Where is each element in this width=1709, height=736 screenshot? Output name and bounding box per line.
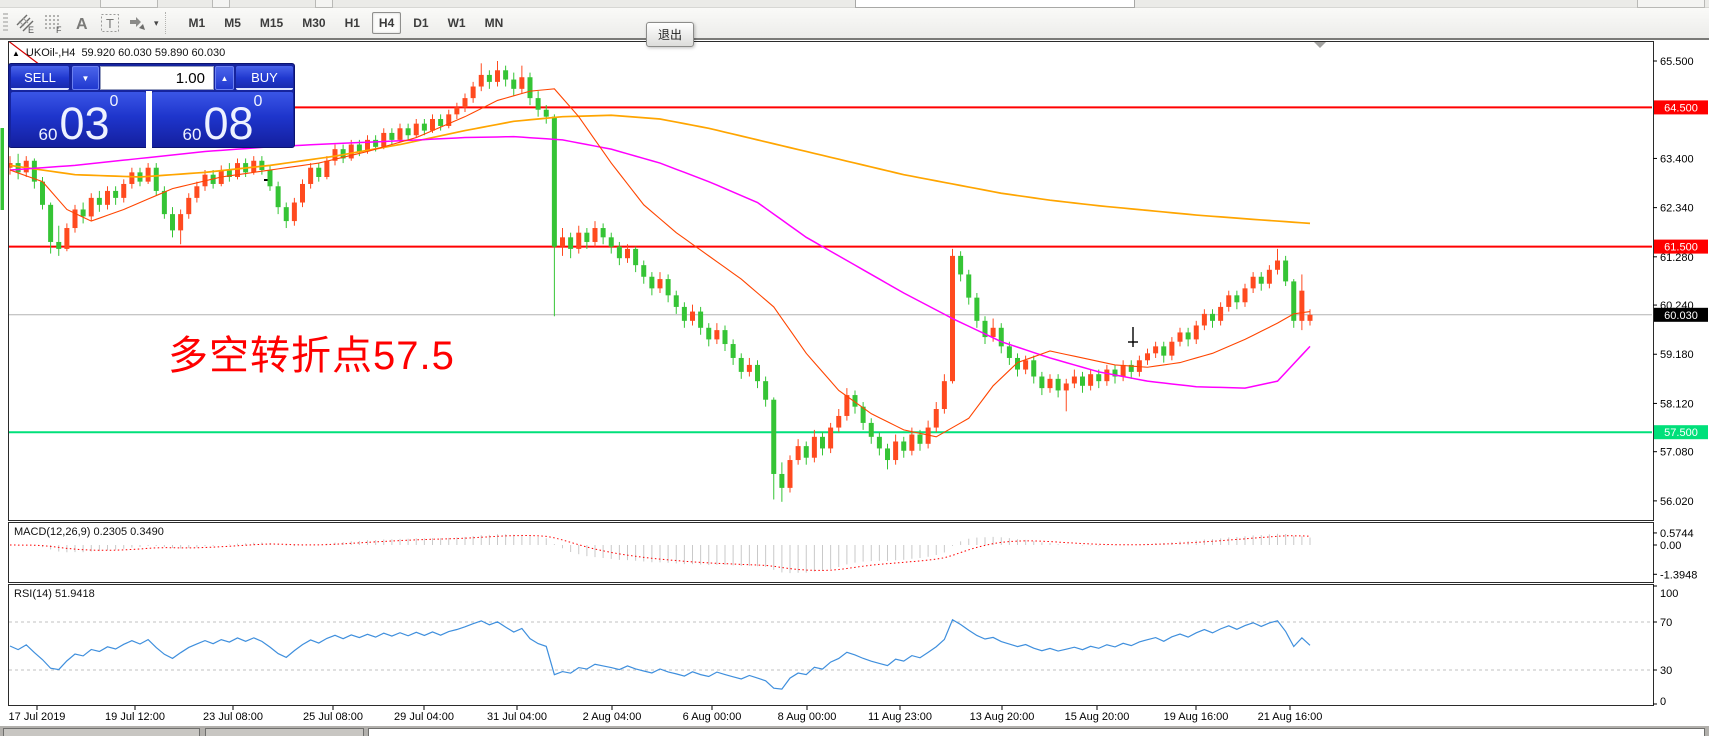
rsi-scale: 100 70 30 0 [1653, 585, 1678, 708]
svg-text:62.340: 62.340 [1660, 203, 1694, 215]
timeframe-button-mn[interactable]: MN [484, 16, 504, 30]
svg-text:0.00: 0.00 [1660, 540, 1681, 552]
svg-text:63.400: 63.400 [1660, 153, 1694, 165]
volume-input[interactable] [100, 66, 214, 90]
svg-text:61.280: 61.280 [1660, 252, 1694, 264]
upper-toolbar-button-fragment [100, 0, 158, 8]
svg-text:60.240: 60.240 [1660, 300, 1694, 312]
svg-text:65.500: 65.500 [1660, 56, 1694, 68]
svg-text:25 Jul 08:00: 25 Jul 08:00 [303, 711, 363, 723]
label-tool-icon[interactable]: T [96, 10, 124, 36]
buy-price-prefix: 60 [182, 125, 202, 144]
timeframe-button-w1[interactable]: W1 [447, 16, 466, 30]
svg-text:19 Jul 12:00: 19 Jul 12:00 [105, 711, 165, 723]
svg-text:64.500: 64.500 [1664, 102, 1698, 114]
svg-text:29 Jul 04:00: 29 Jul 04:00 [394, 711, 454, 723]
dock-field-fragment [368, 728, 1705, 736]
toolbar-grip[interactable] [3, 13, 8, 33]
buy-price-display[interactable]: 60 08 0 [152, 92, 293, 147]
svg-text:15 Aug 20:00: 15 Aug 20:00 [1065, 711, 1130, 723]
svg-text:61.500: 61.500 [1664, 242, 1698, 254]
sell-price-pip: 0 [109, 93, 119, 110]
bottom-dock-strip [0, 726, 1709, 736]
toolbar-separator [164, 12, 166, 34]
exit-button[interactable]: 退出 [646, 22, 694, 47]
svg-text:58.120: 58.120 [1660, 398, 1694, 410]
svg-text:0.5744: 0.5744 [1660, 528, 1694, 540]
sell-button[interactable]: SELL [11, 66, 69, 90]
sell-price-display[interactable]: 60 03 0 [11, 92, 146, 147]
svg-text:-1.3948: -1.3948 [1660, 569, 1697, 581]
upper-toolbar-field-fragment [855, 0, 1135, 8]
svg-text:30: 30 [1660, 665, 1672, 677]
sell-price-main: 03 [59, 98, 110, 150]
dock-panel-fragment [205, 728, 364, 736]
timeframe-button-h1[interactable]: H1 [344, 16, 360, 30]
upper-toolbar-button-fragment [1637, 0, 1705, 8]
buy-price-main: 08 [203, 98, 254, 150]
timeframe-group: M1 M5 M15 M30 H1 H4 D1 W1 MN [182, 12, 511, 34]
svg-text:13 Aug 20:00: 13 Aug 20:00 [970, 711, 1035, 723]
chart-title-row: ▲ UKOil-,H4 59.920 60.030 59.890 60.030 [12, 47, 225, 59]
svg-text:F: F [56, 25, 62, 34]
svg-text:19 Aug 16:00: 19 Aug 16:00 [1164, 711, 1229, 723]
volume-decrease-button[interactable]: ▼ [72, 66, 99, 90]
svg-text:E: E [28, 25, 34, 34]
drawing-toolbar: E F A T ▾ M1 M5 M15 M30 H1 H4 D1 W1 MN [0, 8, 1709, 40]
time-axis: 17 Jul 2019 19 Jul 12:00 23 Jul 08:00 25 Ju… [9, 706, 1323, 723]
timeframe-button-m1[interactable]: M1 [188, 16, 206, 30]
macd-panel[interactable] [8, 522, 1654, 583]
rsi-panel[interactable] [8, 584, 1654, 706]
chart-symbol-title: UKOil-,H4 [25, 47, 76, 59]
collapse-triangle-icon[interactable]: ▲ [12, 48, 20, 58]
rsi-label: RSI(14) 51.9418 [14, 588, 95, 600]
macd-label: MACD(12,26,9) 0.2305 0.3490 [14, 526, 164, 538]
equidistant-channel-tool-icon[interactable]: E [12, 10, 40, 36]
svg-text:21 Aug 16:00: 21 Aug 16:00 [1258, 711, 1323, 723]
price-axis: 65.500 63.400 62.340 61.280 60.240 59.180 58.1… [1653, 56, 1708, 508]
upper-toolbar-button-fragment [315, 0, 333, 8]
svg-text:0: 0 [1660, 696, 1666, 708]
svg-text:6 Aug 00:00: 6 Aug 00:00 [683, 711, 742, 723]
svg-text:A: A [76, 16, 88, 33]
dock-panel-fragment [3, 728, 200, 736]
svg-text:31 Jul 04:00: 31 Jul 04:00 [487, 711, 547, 723]
timeframe-button-h4[interactable]: H4 [371, 12, 402, 34]
svg-text:70: 70 [1660, 617, 1672, 629]
drawing-tool-group: E F A T ▾ [12, 10, 159, 36]
volume-increase-button[interactable]: ▲ [215, 66, 234, 90]
one-click-trade-widget: SELL ▼ ▲ BUY 60 03 0 60 08 0 [8, 63, 295, 148]
svg-text:23 Jul 08:00: 23 Jul 08:00 [203, 711, 263, 723]
svg-text:17 Jul 2019: 17 Jul 2019 [9, 711, 66, 723]
chart-ohlc-values: 59.920 60.030 59.890 60.030 [81, 47, 226, 59]
svg-text:56.020: 56.020 [1660, 496, 1694, 508]
svg-text:11 Aug 23:00: 11 Aug 23:00 [868, 711, 932, 723]
sell-price-prefix: 60 [38, 125, 58, 144]
arrows-dropdown-caret-icon[interactable]: ▾ [154, 17, 159, 28]
timeframe-button-m5[interactable]: M5 [224, 16, 241, 30]
svg-text:57.500: 57.500 [1664, 427, 1698, 439]
buy-button[interactable]: BUY [236, 66, 293, 90]
fibonacci-tool-icon[interactable]: F [40, 10, 68, 36]
svg-text:57.080: 57.080 [1660, 447, 1694, 459]
buy-price-pip: 0 [253, 93, 263, 110]
upper-toolbar-button-fragment [212, 0, 230, 8]
chart-annotation-text: 多空转折点57.5 [168, 334, 455, 378]
svg-text:100: 100 [1660, 588, 1678, 600]
svg-text:59.180: 59.180 [1660, 349, 1694, 361]
svg-text:T: T [106, 16, 114, 31]
arrows-tool-icon[interactable] [124, 10, 152, 36]
timeframe-button-m30[interactable]: M30 [302, 16, 326, 30]
timeframe-button-m15[interactable]: M15 [259, 16, 284, 30]
upper-toolbar-sliver [0, 0, 1709, 8]
timeframe-button-d1[interactable]: D1 [413, 16, 429, 30]
svg-text:8 Aug 00:00: 8 Aug 00:00 [778, 711, 837, 723]
text-tool-icon[interactable]: A [68, 10, 96, 36]
svg-text:2 Aug 04:00: 2 Aug 04:00 [583, 711, 642, 723]
svg-text:60.030: 60.030 [1664, 310, 1698, 322]
